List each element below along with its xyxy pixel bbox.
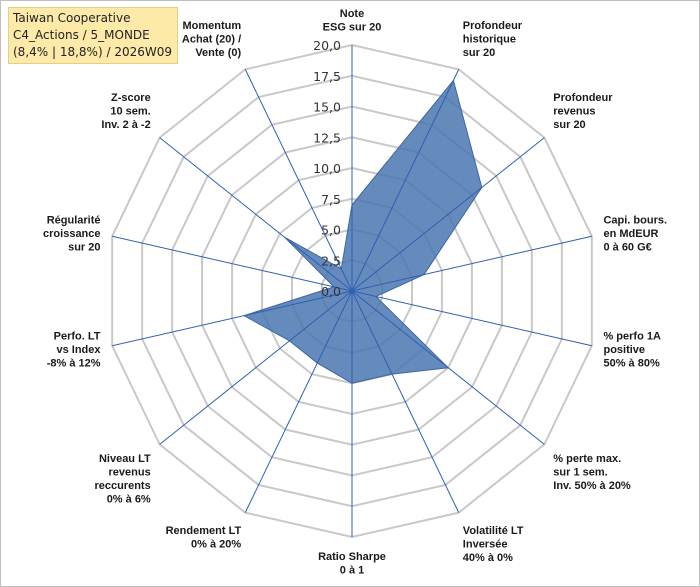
axis-label: Momentum: [183, 20, 242, 32]
tick-label: 20,0: [313, 38, 341, 53]
axis-spoke: [351, 290, 545, 445]
axis-label: Volatilité LT: [463, 525, 524, 537]
axis-spoke: [351, 290, 460, 513]
axis-label: 0 à 1: [340, 564, 364, 576]
tick-label: 12,5: [313, 130, 341, 145]
axis-spoke: [159, 290, 353, 445]
axis-label: historique: [463, 34, 516, 46]
axis-label: Inv. 2 à -2: [101, 119, 150, 131]
axis-label: Vente (0): [195, 47, 241, 59]
axis-spoke: [351, 235, 592, 292]
tick-label: 15,0: [313, 100, 341, 115]
axis-label: revenus: [109, 466, 151, 478]
axis-spoke: [112, 290, 353, 347]
tick-label: 2,5: [321, 253, 341, 268]
axis-label: Capi. bours.: [603, 215, 667, 227]
axis-label: Note: [340, 8, 364, 20]
info-line-2: C4_Actions / 5_MONDE: [13, 28, 150, 42]
axis-label: Ratio Sharpe: [318, 551, 386, 563]
axis-label: sur 20: [463, 47, 495, 59]
tick-label: 17,5: [313, 69, 341, 84]
axis-label: % perfo 1A: [603, 330, 661, 342]
axis-label: vs Index: [56, 344, 101, 356]
tick-label: 7,5: [321, 192, 341, 207]
axis-label: sur 20: [553, 119, 585, 131]
info-line-3: (8,4% | 18,8%) / 2026W09: [13, 45, 172, 59]
axis-spoke: [244, 69, 353, 292]
axis-label: positive: [603, 344, 645, 356]
axis-label: 10 sem.: [110, 106, 150, 118]
axis-label: 0% à 6%: [107, 493, 151, 505]
axis-label: en MdEUR: [603, 228, 658, 240]
axis-label: Achat (20) /: [182, 34, 241, 46]
axis-label: revenus: [553, 106, 595, 118]
axis-label: 0 à 60 G€: [603, 242, 651, 254]
axis-label: ESG sur 20: [323, 21, 382, 33]
axis-spoke: [351, 290, 592, 347]
tick-label: 10,0: [313, 161, 341, 176]
axis-label: Perfo. LT: [54, 330, 101, 342]
axis-label: reccurents: [94, 480, 150, 492]
axis-label: Profondeur: [463, 20, 523, 32]
axis-spoke: [351, 69, 460, 292]
axis-label: Niveau LT: [99, 453, 151, 465]
axis-spoke: [159, 137, 353, 292]
axis-label: sur 20: [68, 242, 100, 254]
axis-label: sur 1 sem.: [553, 466, 607, 478]
axis-spoke: [244, 290, 353, 513]
axis-spoke: [112, 235, 353, 292]
axis-label: 50% à 80%: [603, 357, 659, 369]
info-line-1: Taiwan Cooperative: [13, 11, 131, 25]
axis-label: -8% à 12%: [47, 357, 101, 369]
data-area: [242, 79, 483, 384]
axis-label: 40% à 0%: [463, 552, 513, 564]
axis-label: croissance: [43, 228, 100, 240]
info-box: Taiwan Cooperative C4_Actions / 5_MONDE …: [8, 7, 178, 64]
axis-label: % perte max.: [553, 453, 621, 465]
tick-label: 5,0: [321, 223, 341, 238]
axis-label: Inversée: [463, 539, 508, 551]
axis-spoke: [351, 137, 545, 292]
axis-label: 0% à 20%: [191, 539, 241, 551]
axis-label: Rendement LT: [166, 525, 242, 537]
axis-label: Inv. 50% à 20%: [553, 480, 631, 492]
axis-label: Z-score: [111, 92, 151, 104]
tick-label: 0,0: [321, 284, 341, 299]
axis-label: Régularité: [47, 215, 101, 227]
axis-label: Profondeur: [553, 92, 613, 104]
